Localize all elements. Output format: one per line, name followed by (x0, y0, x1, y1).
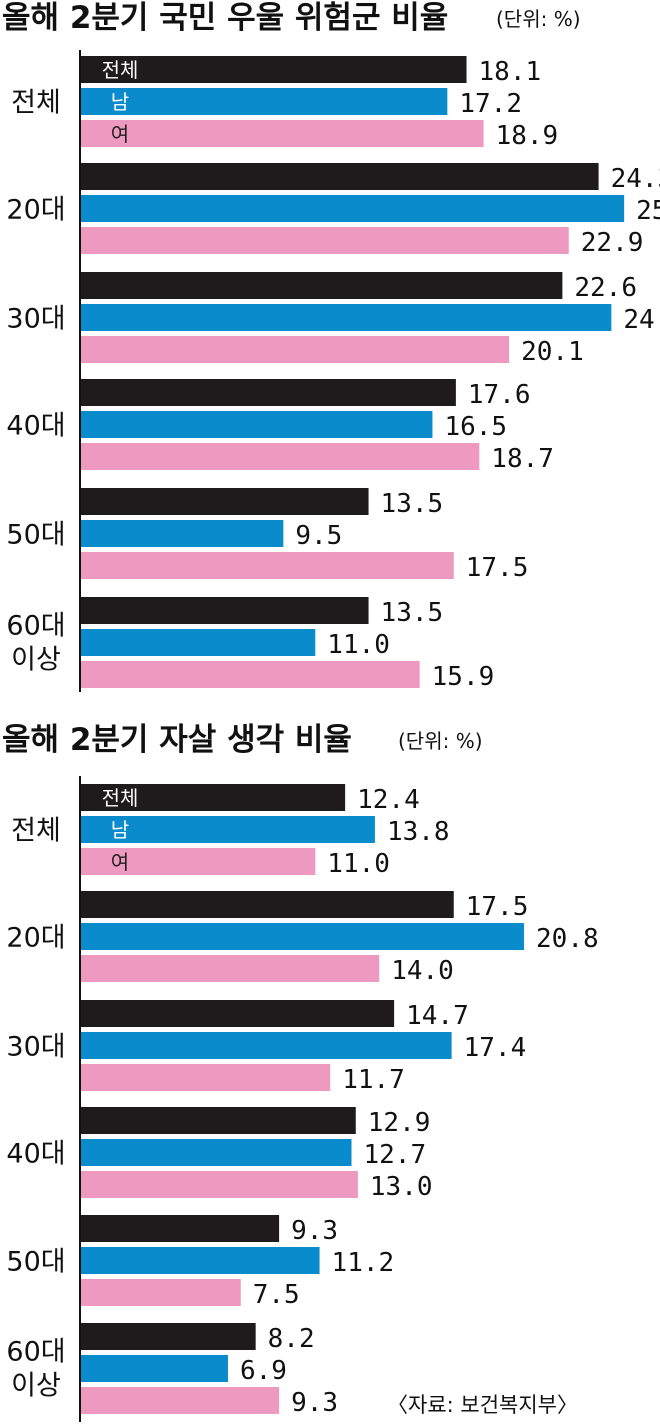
bar (81, 848, 316, 875)
category-label: 전체 (11, 88, 61, 119)
bar (81, 1355, 228, 1382)
data-label: 17.5 (466, 553, 529, 583)
category-label: 30대 (6, 1032, 65, 1063)
bar (81, 195, 625, 222)
bar (81, 1032, 452, 1059)
data-label: 22.9 (581, 228, 644, 258)
bar (81, 336, 510, 363)
bar (81, 891, 454, 918)
bar (81, 379, 456, 406)
bar (81, 56, 467, 83)
legend-label: 남 (111, 90, 129, 114)
bar (81, 1323, 256, 1350)
data-label: 15.9 (432, 662, 495, 692)
bar (81, 304, 612, 331)
bar (81, 552, 454, 579)
data-label: 17.4 (464, 1033, 527, 1063)
category-label: 30대 (6, 304, 65, 335)
category-label: 40대 (6, 1139, 65, 1170)
data-label: 11.0 (327, 630, 390, 660)
data-label: 9.3 (291, 1216, 338, 1246)
bar (81, 1279, 241, 1306)
data-label: 6.9 (240, 1356, 287, 1386)
bar (81, 955, 380, 982)
data-label: 24.9 (623, 305, 660, 335)
legend-label: 남 (111, 818, 129, 842)
data-label: 20.1 (521, 337, 584, 367)
category-label: 60대 이상 (6, 611, 65, 676)
category-label: 전체 (11, 816, 61, 847)
data-label: 13.0 (370, 1172, 433, 1202)
data-label: 12.4 (357, 785, 420, 815)
category-label: 20대 (6, 923, 65, 954)
bar (81, 1247, 320, 1274)
bar (81, 1000, 395, 1027)
bar (81, 1387, 280, 1414)
bar (81, 816, 375, 843)
bar (81, 520, 284, 547)
bar (81, 661, 420, 688)
bar (81, 272, 563, 299)
category-label: 60대 이상 (6, 1337, 65, 1402)
data-label: 9.5 (295, 521, 342, 551)
bar (81, 1139, 352, 1166)
bar (81, 1107, 356, 1134)
data-label: 16.5 (444, 412, 507, 442)
data-label: 14.7 (406, 1001, 469, 1031)
chart-title: 올해 2분기 국민 우울 위험군 비율 (2, 0, 448, 36)
data-label: 17.6 (468, 380, 531, 410)
data-label: 9.3 (291, 1388, 338, 1418)
data-label: 13.5 (381, 598, 444, 628)
data-label: 11.0 (327, 849, 390, 879)
bar (81, 411, 433, 438)
bar (81, 784, 346, 811)
unit-label: (단위: %) (398, 729, 483, 753)
source-note: 〈자료: 보건복지부〉 (387, 1393, 578, 1417)
bar (81, 443, 480, 470)
bar (81, 88, 448, 115)
bar (81, 597, 369, 624)
unit-label: (단위: %) (496, 7, 581, 31)
data-label: 17.2 (459, 89, 522, 119)
data-label: 14.0 (391, 956, 454, 986)
data-label: 18.1 (479, 57, 542, 87)
data-label: 20.8 (536, 924, 599, 954)
chart-title: 올해 2분기 자살 생각 비율 (2, 722, 352, 758)
bar (81, 227, 569, 254)
data-label: 12.9 (368, 1108, 431, 1138)
legend-label: 여 (111, 122, 129, 146)
bar (81, 1215, 280, 1242)
suicidal-thoughts-chart: 올해 2분기 자살 생각 비율 (단위: %) 전체 12.4 전체 13.8 남 11.0 여… (2, 722, 599, 1422)
category-label: 20대 (6, 195, 65, 226)
legend-label: 전체 (102, 786, 139, 810)
data-label: 24.3 (611, 164, 660, 194)
bar (81, 1171, 358, 1198)
legend-label: 여 (111, 850, 129, 874)
data-label: 25.5 (636, 196, 660, 226)
data-label: 8.2 (268, 1324, 315, 1354)
data-label: 12.7 (364, 1140, 427, 1170)
bar (81, 629, 316, 656)
category-label: 40대 (6, 411, 65, 442)
data-label: 13.8 (387, 817, 450, 847)
data-label: 13.5 (381, 489, 444, 519)
data-label: 11.7 (342, 1065, 405, 1095)
category-label: 50대 (6, 520, 65, 551)
data-label: 18.7 (491, 444, 554, 474)
data-label: 7.5 (253, 1280, 300, 1310)
category-label: 50대 (6, 1247, 65, 1278)
data-label: 18.9 (496, 121, 559, 151)
data-label: 22.6 (574, 273, 637, 303)
legend-label: 전체 (102, 58, 139, 82)
bar (81, 923, 525, 950)
data-label: 17.5 (466, 892, 529, 922)
bar (81, 120, 484, 147)
data-label: 11.2 (332, 1248, 395, 1278)
bar (81, 488, 369, 515)
depression-risk-chart: 올해 2분기 국민 우울 위험군 비율 (단위: %) 전체 18.1 전체 17.2 남 1… (2, 0, 660, 692)
bar (81, 163, 599, 190)
bar (81, 1064, 331, 1091)
